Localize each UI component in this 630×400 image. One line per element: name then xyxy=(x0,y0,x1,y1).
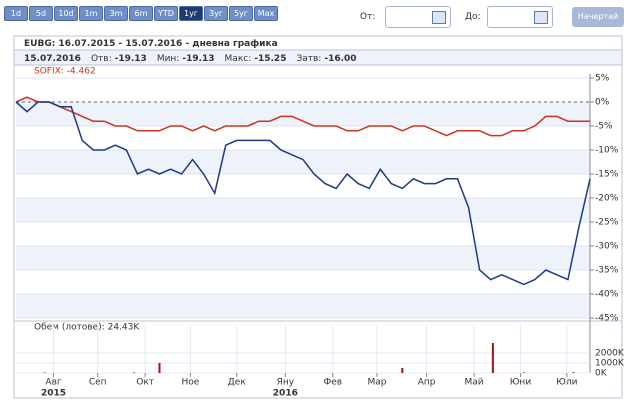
volume-bar xyxy=(572,372,575,373)
y-tick-label: -5% xyxy=(595,122,613,132)
grid-band xyxy=(16,150,590,174)
range-bar: 1d 5d 10d 1m 3m 6m YTD 1уг 3уг 5уг Max xyxy=(4,6,278,21)
volume-bar xyxy=(491,343,494,373)
quote-field-value: -19.13 xyxy=(115,54,147,64)
volume-tick-label: 0K xyxy=(595,369,608,379)
watermark: © infostock.bg xyxy=(34,307,110,318)
quote-field-value: -19.13 xyxy=(182,54,214,64)
x-tick-label: Окт xyxy=(136,378,154,388)
y-tick-label: -15% xyxy=(595,170,619,180)
series-line xyxy=(15,101,591,286)
x-tick-label: Яну xyxy=(277,378,295,388)
quote-field-value: -15.25 xyxy=(254,54,286,64)
x-tick-label: Май xyxy=(465,378,484,388)
volume-bar xyxy=(158,363,161,373)
range-button[interactable]: 3уг xyxy=(204,6,228,21)
title: EUBG: 16.07.2015 - 15.07.2016 - дневна г… xyxy=(24,39,278,49)
range-button[interactable]: 5d xyxy=(29,6,53,21)
x-tick-label: Дек xyxy=(228,378,247,388)
y-tick-label: -20% xyxy=(595,194,619,204)
x-tick-label: Мар xyxy=(367,378,386,388)
range-button[interactable]: 10d xyxy=(54,6,78,21)
volume-bar xyxy=(43,372,46,373)
range-button[interactable]: 6m xyxy=(129,6,153,21)
volume-bar xyxy=(401,368,404,373)
grid-band xyxy=(16,246,590,270)
volume-tick-label: 2000K xyxy=(595,349,625,359)
volume-bar xyxy=(133,372,136,373)
x-tick-label: Ное xyxy=(182,378,200,388)
quote: 15.07.2016 Отв: -19.13 Мин: -19.13 Макс: -15.2… xyxy=(24,54,357,64)
draw-button[interactable]: Начертай xyxy=(572,7,624,27)
x-tick-label: Сеп xyxy=(89,378,107,388)
from-input[interactable] xyxy=(385,6,451,28)
y-tick-label: 0% xyxy=(595,98,610,108)
quote-field-label: Макс: xyxy=(225,54,252,64)
to-label: До: xyxy=(465,12,481,22)
x-year-label: 2015 xyxy=(41,389,66,399)
y-tick-label: -35% xyxy=(595,266,619,276)
range-button[interactable]: 1d xyxy=(4,6,28,21)
x-tick-label: Фев xyxy=(324,378,343,388)
range-button[interactable]: 1m xyxy=(79,6,103,21)
series-line xyxy=(15,96,590,137)
x-tick-label: Авг xyxy=(45,378,61,388)
chart-title: EUBG: 16.07.2015 - 15.07.2016 - дневна г… xyxy=(24,39,278,49)
y-tick-label: -40% xyxy=(595,290,619,300)
x-tick-label: Апр xyxy=(418,378,436,388)
grid-band xyxy=(16,198,590,222)
grid-band xyxy=(16,294,590,318)
range-button[interactable]: 1уг xyxy=(179,6,203,21)
quote-date: 15.07.2016 xyxy=(24,54,81,64)
volume-bar xyxy=(522,372,525,373)
to-input[interactable] xyxy=(487,6,553,28)
frame xyxy=(13,35,623,399)
x-tick-label: Юни xyxy=(510,378,532,388)
y-tick-label: 5% xyxy=(595,74,610,84)
range-button[interactable]: 3m xyxy=(104,6,128,21)
x-year-label: 2016 xyxy=(273,389,298,399)
range-button[interactable]: Max xyxy=(254,6,278,21)
y-tick-label: -25% xyxy=(595,218,619,228)
quote-row xyxy=(13,49,623,66)
quote-field-label: Мин: xyxy=(157,54,180,64)
legend: SOFIX: -4.462 xyxy=(34,67,96,77)
x-tick-label: Юли xyxy=(556,378,577,388)
range-button[interactable]: 5уг xyxy=(229,6,253,21)
volume-label: Обем (лотове): 24.43K xyxy=(34,323,140,333)
y-tick-label: -30% xyxy=(595,242,619,252)
grid-band xyxy=(16,102,590,126)
y-tick-label: -45% xyxy=(595,314,619,324)
range-button[interactable]: YTD xyxy=(154,6,178,21)
quote-field-value: -16.00 xyxy=(324,54,356,64)
quote-field-label: Затв: xyxy=(296,54,321,64)
volume-tick-label: 1000K xyxy=(595,359,625,369)
y-tick-label: -10% xyxy=(595,146,619,156)
quote-field-label: Отв: xyxy=(91,54,112,64)
from-label: От: xyxy=(360,12,376,22)
